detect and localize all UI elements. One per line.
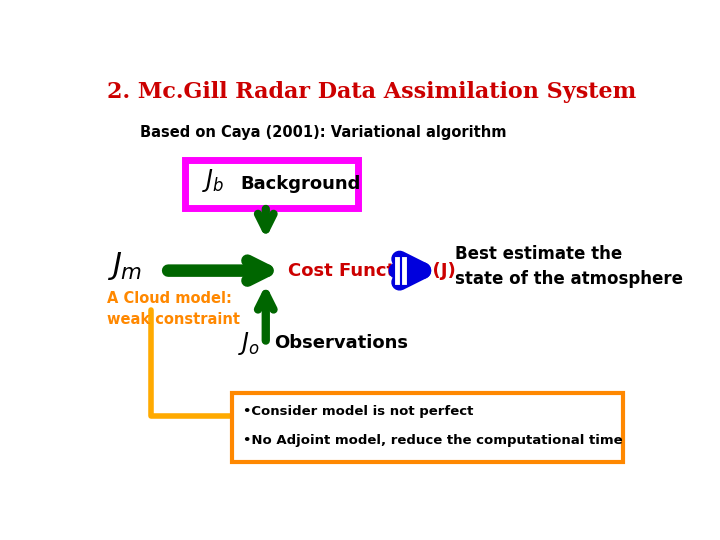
Text: 2. Mc.Gill Radar Data Assimilation System: 2. Mc.Gill Radar Data Assimilation Syste… (107, 82, 636, 104)
Text: •Consider model is not perfect: •Consider model is not perfect (243, 404, 474, 417)
Text: $J_o$: $J_o$ (238, 330, 260, 357)
Text: A Cloud model:
weak constraint: A Cloud model: weak constraint (107, 292, 240, 327)
Text: Best estimate the
state of the atmosphere: Best estimate the state of the atmospher… (456, 245, 683, 288)
FancyBboxPatch shape (233, 393, 623, 462)
Text: Background: Background (240, 176, 361, 193)
Text: Cost Function (J): Cost Function (J) (288, 261, 456, 280)
Text: $J_m$: $J_m$ (107, 251, 142, 282)
FancyBboxPatch shape (185, 160, 358, 208)
Text: Based on Caya (2001): Variational algorithm: Based on Caya (2001): Variational algori… (140, 125, 507, 140)
Text: •No Adjoint model, reduce the computational time: •No Adjoint model, reduce the computatio… (243, 434, 623, 447)
Text: Observations: Observations (274, 334, 408, 353)
Text: $J_b$: $J_b$ (202, 167, 224, 194)
